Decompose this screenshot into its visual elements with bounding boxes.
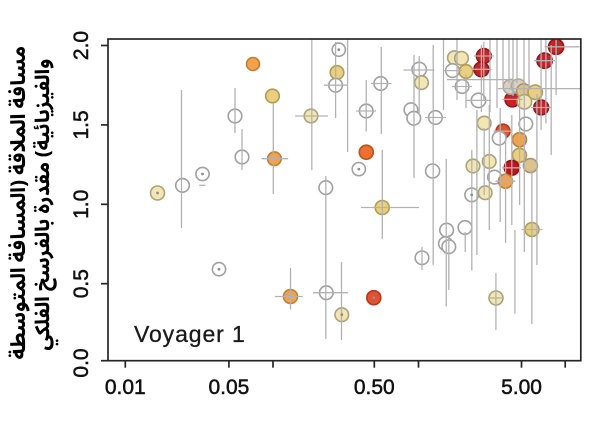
svg-text:0.05: 0.05 — [208, 376, 249, 399]
svg-text:0.50: 0.50 — [354, 376, 395, 399]
svg-text:Voyager 1: Voyager 1 — [134, 321, 246, 347]
svg-text:0.0: 0.0 — [70, 348, 93, 377]
svg-text:0.01: 0.01 — [105, 376, 146, 399]
svg-text:1.0: 1.0 — [70, 190, 93, 219]
svg-text:0.5: 0.5 — [70, 269, 93, 298]
svg-text:5.00: 5.00 — [501, 376, 542, 399]
svg-text:1.5: 1.5 — [70, 110, 93, 139]
svg-text:2.0: 2.0 — [70, 31, 93, 60]
